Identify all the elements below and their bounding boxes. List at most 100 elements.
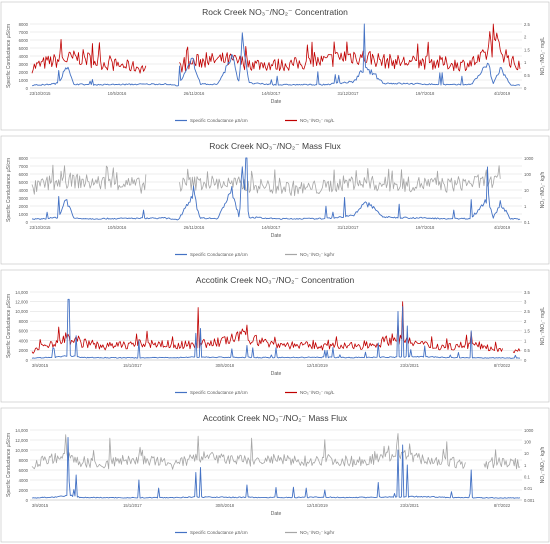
- y-left-tick-label: 2000: [19, 70, 29, 75]
- legend-label: NO₃⁻/NO₂⁻ mg/L: [300, 390, 335, 395]
- chart-panel-4: Accotink Creek NO₃⁻/NO₂⁻ Mass Flux 0 2000 4…: [0, 407, 550, 543]
- y-left-tick-label: 4000: [19, 338, 29, 343]
- series-line-1: [31, 23, 521, 87]
- x-tick-label: 26/11/2016: [184, 91, 205, 96]
- y-left-tick-label: 6000: [19, 38, 29, 43]
- y-left-tick-label: 6000: [19, 329, 29, 334]
- x-tick-label: 3/9/2015: [32, 503, 49, 508]
- y-left-tick-label: 5000: [19, 46, 29, 51]
- chart-title: Accotink Creek NO₃⁻/NO₂⁻ Concentration: [196, 275, 355, 285]
- y-right-tick-label: 2: [524, 35, 527, 40]
- y-right-tick-label: 0.1: [524, 220, 530, 225]
- series-line-2: [31, 433, 521, 470]
- y-right-tick-label: 0: [524, 86, 527, 91]
- x-tick-label: 23/2/2021: [400, 503, 419, 508]
- x-tick-label: 30/5/2018: [215, 503, 234, 508]
- series-line-2: [31, 301, 521, 354]
- y-right-tick-label: 10: [524, 451, 529, 456]
- y-right-tick-label: 0.5: [524, 348, 530, 353]
- y-left-tick-label: 0: [26, 220, 29, 225]
- y-left-tick-label: 0: [26, 358, 29, 363]
- x-tick-label: 4/2/2019: [494, 91, 511, 96]
- y-left-axis-label: Specific Conductance µS/cm: [6, 294, 12, 358]
- y-right-tick-label: 2: [524, 319, 527, 324]
- y-right-tick-label: 1.5: [524, 329, 530, 334]
- legend-label: NO₃⁻/NO₂⁻ kg/hr: [300, 530, 335, 535]
- y-right-axis-label: NO₃⁻/NO₂⁻ kg/h: [540, 447, 546, 484]
- y-left-tick-label: 2000: [19, 348, 29, 353]
- y-left-tick-label: 8000: [19, 22, 29, 27]
- y-right-tick-label: 1000: [524, 156, 534, 161]
- y-left-tick-label: 7000: [19, 164, 29, 169]
- y-left-tick-label: 3000: [19, 62, 29, 67]
- series-line-1: [31, 157, 521, 221]
- y-right-tick-label: 1.5: [524, 47, 530, 52]
- x-tick-label: 31/12/2017: [338, 91, 360, 96]
- legend-label: NO₃⁻/NO₂⁻ mg/L: [300, 118, 335, 123]
- y-left-tick-label: 12,000: [15, 438, 28, 443]
- x-tick-label: 4/2/2019: [494, 225, 511, 230]
- y-left-tick-label: 2000: [19, 204, 29, 209]
- y-right-tick-label: 0.001: [524, 498, 535, 503]
- y-left-tick-label: 1000: [19, 212, 29, 217]
- y-right-axis-label: NO₃⁻/NO₂⁻ mg/L: [540, 307, 546, 345]
- x-axis-label: Date: [271, 371, 282, 377]
- y-right-axis-label: NO₃⁻/NO₂⁻ kg/h: [540, 172, 546, 209]
- y-left-tick-label: 3000: [19, 196, 29, 201]
- legend-label: Specific Conductance µS/cm: [190, 118, 248, 123]
- y-right-axis-label: NO₃⁻/NO₂⁻ mg/L: [540, 37, 546, 75]
- y-left-tick-label: 6000: [19, 468, 29, 473]
- series-line-1: [31, 437, 521, 499]
- series-line-2: [31, 23, 521, 74]
- x-tick-label: 23/2/2021: [400, 363, 419, 368]
- y-left-tick-label: 10,000: [15, 309, 28, 314]
- y-left-tick-label: 8000: [19, 156, 29, 161]
- x-tick-label: 10/5/2016: [108, 225, 127, 230]
- y-left-tick-label: 2000: [19, 488, 29, 493]
- y-left-tick-label: 7000: [19, 30, 29, 35]
- y-left-tick-label: 0: [26, 86, 29, 91]
- y-right-tick-label: 0.1: [524, 474, 530, 479]
- y-right-tick-label: 3: [524, 300, 527, 305]
- x-tick-label: 26/11/2016: [184, 225, 205, 230]
- y-right-tick-label: 3.5: [524, 290, 530, 295]
- chart-title: Accotink Creek NO₃⁻/NO₂⁻ Mass Flux: [203, 413, 348, 423]
- y-left-tick-label: 4000: [19, 478, 29, 483]
- x-tick-label: 23/10/2015: [30, 225, 52, 230]
- y-right-tick-label: 0: [524, 358, 527, 363]
- panel-border: [0, 407, 550, 543]
- x-tick-label: 30/5/2018: [215, 363, 234, 368]
- y-right-tick-label: 1: [524, 463, 527, 468]
- y-right-tick-label: 1: [524, 338, 527, 343]
- x-tick-label: 19/7/2018: [416, 225, 435, 230]
- y-right-tick-label: 0.01: [524, 486, 533, 491]
- series-line-2: [31, 164, 501, 197]
- y-left-tick-label: 5000: [19, 180, 29, 185]
- y-right-tick-label: 2.5: [524, 22, 530, 27]
- y-left-tick-label: 12,000: [15, 300, 28, 305]
- y-right-tick-label: 1000: [524, 428, 534, 433]
- x-tick-label: 8/7/2022: [494, 363, 511, 368]
- y-left-axis-label: Specific Conductance µS/cm: [6, 24, 12, 88]
- y-right-tick-label: 100: [524, 172, 532, 177]
- y-left-tick-label: 6000: [19, 172, 29, 177]
- x-axis-label: Date: [271, 233, 282, 239]
- y-left-tick-label: 4000: [19, 54, 29, 59]
- x-axis-label: Date: [271, 99, 282, 105]
- y-left-tick-label: 8000: [19, 458, 29, 463]
- y-left-tick-label: 8000: [19, 319, 29, 324]
- y-left-tick-label: 4000: [19, 188, 29, 193]
- panel-border: [0, 269, 550, 403]
- y-left-tick-label: 10,000: [15, 448, 28, 453]
- panel-border: [0, 135, 550, 265]
- legend-label: Specific Conductance µS/cm: [190, 530, 248, 535]
- x-tick-label: 15/1/2017: [123, 503, 142, 508]
- series-line-1: [31, 298, 521, 359]
- y-left-axis-label: Specific Conductance µS/cm: [6, 158, 12, 222]
- x-tick-label: 12/10/2019: [307, 503, 329, 508]
- y-left-tick-label: 14,000: [15, 428, 28, 433]
- chart-panel-2: Rock Creek NO₃⁻/NO₂⁻ Mass Flux 0 1000 2000 3…: [0, 135, 550, 265]
- y-left-tick-label: 0: [26, 498, 29, 503]
- y-right-tick-label: 1: [524, 204, 527, 209]
